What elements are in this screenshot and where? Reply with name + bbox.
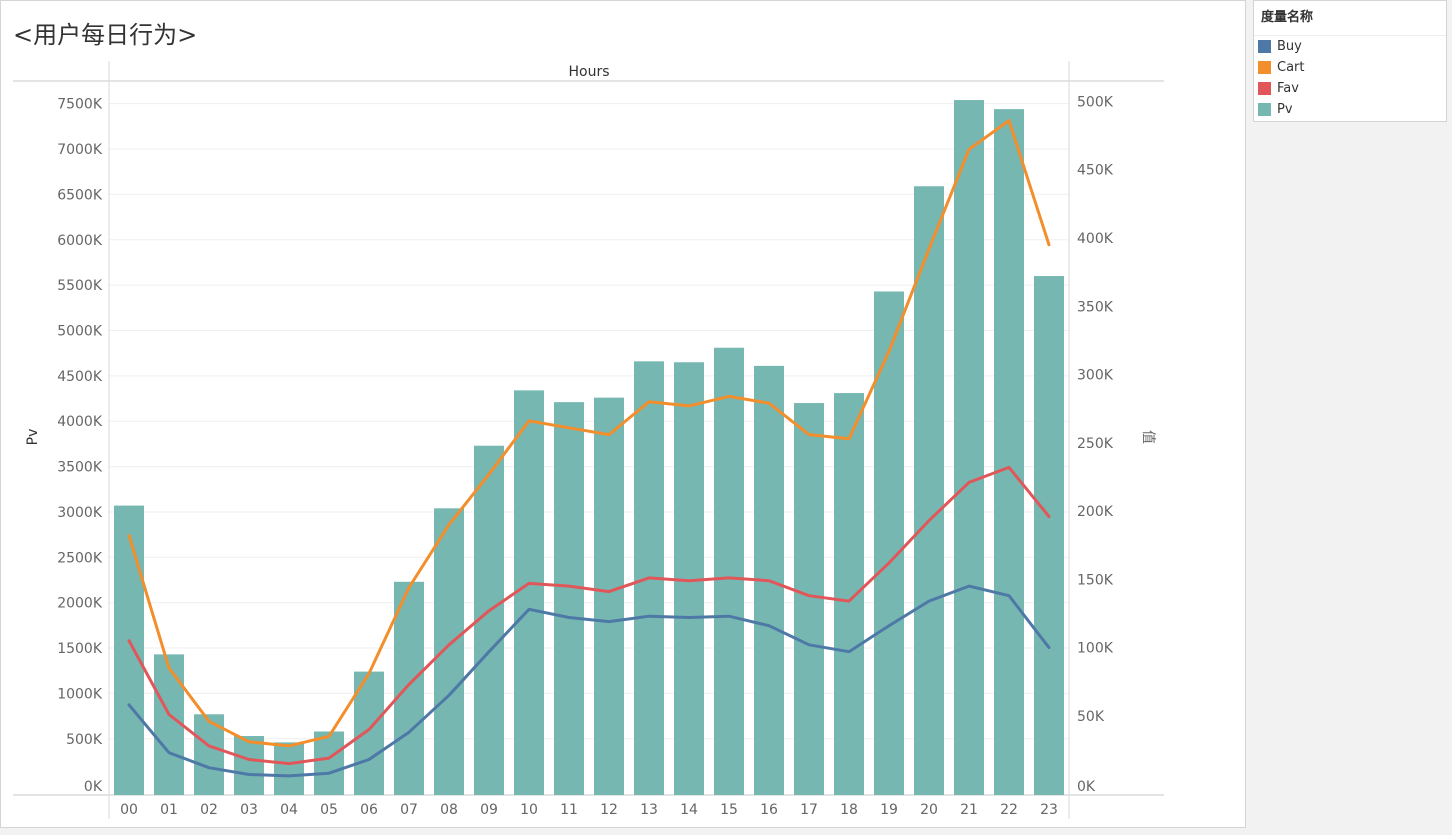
bar-pv-17[interactable] xyxy=(794,403,824,795)
x-tick-label: 04 xyxy=(280,802,298,818)
x-tick-label: 14 xyxy=(680,802,698,818)
axes: 0K 500K 1000K 1500K 2000K 2500K 3000K 3500K 4000… xyxy=(25,64,1156,818)
y-tick-label: 7500K xyxy=(57,97,103,113)
y-tick-label: 1000K xyxy=(57,686,103,702)
pv-bars xyxy=(114,100,1064,796)
y2-tick-label: 50K xyxy=(1077,709,1105,725)
x-tick-label: 00 xyxy=(120,802,138,818)
bar-pv-04[interactable] xyxy=(274,742,304,795)
legend-swatch-buy xyxy=(1258,40,1271,53)
x-tick-label: 10 xyxy=(520,802,538,818)
y-tick-label: 500K xyxy=(66,732,103,748)
x-tick-label: 01 xyxy=(160,802,178,818)
y2-axis-label: 值 xyxy=(1140,430,1156,444)
x-tick-label: 23 xyxy=(1040,802,1058,818)
x-tick-label: 20 xyxy=(920,802,938,818)
legend-item-pv[interactable]: Pv xyxy=(1254,99,1446,120)
chart-panel: <用户每日行为> 0K 500K 1000K 1500K 2000K 2500K 3000K… xyxy=(0,0,1246,828)
combo-chart: 0K 500K 1000K 1500K 2000K 2500K 3000K 3500K 4000… xyxy=(13,61,1164,819)
y-tick-label: 6000K xyxy=(57,233,103,249)
y-tick-label: 1500K xyxy=(57,641,103,657)
y2-tick-label: 450K xyxy=(1077,163,1114,179)
legend-label-cart: Cart xyxy=(1277,60,1305,75)
y-tick-label: 2500K xyxy=(57,550,103,566)
x-tick-label: 12 xyxy=(600,802,618,818)
bar-pv-08[interactable] xyxy=(434,508,464,795)
bar-pv-18[interactable] xyxy=(834,393,864,795)
x-tick-label: 03 xyxy=(240,802,258,818)
x-tick-label: 18 xyxy=(840,802,858,818)
y-tick-label: 2000K xyxy=(57,596,103,612)
x-tick-label: 05 xyxy=(320,802,338,818)
y-tick-label: 4000K xyxy=(57,414,103,430)
legend-label-buy: Buy xyxy=(1277,39,1302,54)
bar-pv-07[interactable] xyxy=(394,581,424,795)
legend-title: 度量名称 xyxy=(1254,1,1446,36)
y-axis-label: Pv xyxy=(25,429,41,446)
measure-lines xyxy=(127,119,1051,778)
legend-swatch-fav xyxy=(1258,82,1271,95)
y-tick-label: 5500K xyxy=(57,278,103,294)
y-tick-label: 4500K xyxy=(57,369,103,385)
x-tick-label: 06 xyxy=(360,802,378,818)
legend: 度量名称 Buy Cart Fav Pv xyxy=(1253,0,1447,122)
y2-tick-label: 300K xyxy=(1077,368,1114,384)
legend-swatch-cart xyxy=(1258,61,1271,74)
y2-tick-label: 500K xyxy=(1077,94,1114,110)
y2-tick-label: 100K xyxy=(1077,641,1114,657)
y-tick-label: 5000K xyxy=(57,323,103,339)
x-tick-label: 17 xyxy=(800,802,818,818)
bar-pv-06[interactable] xyxy=(354,671,384,795)
bar-pv-12[interactable] xyxy=(594,397,624,795)
x-tick-label: 15 xyxy=(720,802,738,818)
legend-label-fav: Fav xyxy=(1277,81,1299,96)
x-tick-label: 21 xyxy=(960,802,978,818)
line-fav[interactable] xyxy=(127,465,1051,766)
y-tick-label: 0K xyxy=(84,779,103,795)
legend-item-buy[interactable]: Buy xyxy=(1254,36,1446,57)
chart-title: <用户每日行为> xyxy=(13,21,198,49)
x-tick-label: 22 xyxy=(1000,802,1018,818)
bar-pv-10[interactable] xyxy=(514,390,544,795)
bar-pv-22[interactable] xyxy=(994,109,1024,796)
y-tick-label: 7000K xyxy=(57,142,103,158)
y2-tick-label: 350K xyxy=(1077,299,1114,315)
legend-item-fav[interactable]: Fav xyxy=(1254,78,1446,99)
y-tick-label: 6500K xyxy=(57,187,103,203)
x-tick-label: 16 xyxy=(760,802,778,818)
x-tick-label: 07 xyxy=(400,802,418,818)
x-axis-label: Hours xyxy=(568,64,609,80)
line-cart[interactable] xyxy=(127,119,1051,748)
y2-tick-label: 400K xyxy=(1077,231,1114,247)
gridlines xyxy=(109,103,1069,740)
y2-tick-label: 200K xyxy=(1077,504,1114,520)
bar-pv-23[interactable] xyxy=(1034,276,1064,795)
x-tick-label: 13 xyxy=(640,802,658,818)
bar-pv-20[interactable] xyxy=(914,186,944,795)
bar-pv-00[interactable] xyxy=(114,505,144,795)
bar-pv-19[interactable] xyxy=(874,291,904,795)
x-tick-label: 08 xyxy=(440,802,458,818)
bar-pv-15[interactable] xyxy=(714,347,744,795)
legend-swatch-pv xyxy=(1258,103,1271,116)
y2-tick-label: 150K xyxy=(1077,572,1114,588)
y2-tick-label: 0K xyxy=(1077,779,1096,795)
bar-pv-01[interactable] xyxy=(154,654,184,795)
x-tick-label: 09 xyxy=(480,802,498,818)
y-tick-label: 3500K xyxy=(57,460,103,476)
bar-pv-11[interactable] xyxy=(554,402,584,795)
x-tick-label: 02 xyxy=(200,802,218,818)
bar-pv-05[interactable] xyxy=(314,731,344,795)
legend-label-pv: Pv xyxy=(1277,102,1293,117)
legend-item-cart[interactable]: Cart xyxy=(1254,57,1446,78)
y-tick-label: 3000K xyxy=(57,505,103,521)
x-tick-label: 11 xyxy=(560,802,578,818)
x-tick-label: 19 xyxy=(880,802,898,818)
line-buy[interactable] xyxy=(127,584,1051,778)
y2-tick-label: 250K xyxy=(1077,436,1114,452)
bar-pv-03[interactable] xyxy=(234,736,264,795)
chart-frame xyxy=(13,61,1164,819)
bar-pv-21[interactable] xyxy=(954,100,984,795)
